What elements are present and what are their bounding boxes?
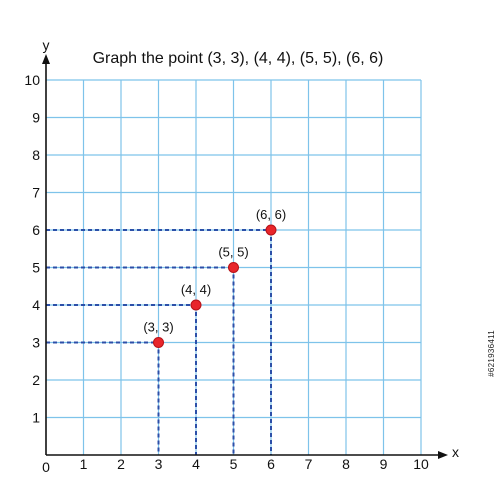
y-axis-label: y: [43, 37, 50, 53]
chart-title: Graph the point (3, 3), (4, 4), (5, 5), …: [93, 50, 384, 67]
data-labels: (3, 3) (4, 4) (5, 5) (6, 6): [143, 207, 286, 335]
x-tick-label: 5: [230, 456, 238, 472]
y-tick-label: 7: [32, 185, 40, 201]
x-axis-arrow: [438, 451, 448, 459]
x-tick-label: 9: [380, 456, 388, 472]
x-tick-label: 1: [80, 456, 88, 472]
tick-labels: 0 1 2 3 4 5 6 7 8 9 10 1 2 3 4 5 6 7 8 9 10: [24, 72, 429, 475]
y-tick-label: 8: [32, 147, 40, 163]
data-point: [153, 337, 164, 348]
y-tick-label: 2: [32, 372, 40, 388]
x-axis-label: x: [452, 444, 459, 460]
data-label: (3, 3): [143, 320, 173, 335]
x-tick-label: 2: [117, 456, 125, 472]
y-tick-label: 1: [32, 410, 40, 426]
y-tick-label: 3: [32, 335, 40, 351]
y-tick-label: 5: [32, 260, 40, 276]
x-tick-label: 3: [155, 456, 163, 472]
x-tick-label: 7: [305, 456, 313, 472]
data-point: [265, 224, 277, 236]
x-tick-label: 10: [413, 456, 429, 472]
y-axis-arrow: [42, 54, 50, 64]
x-tick-label: 6: [267, 456, 275, 472]
x-tick-label: 8: [342, 456, 350, 472]
y-tick-label: 6: [32, 222, 40, 238]
data-label: (4, 4): [181, 282, 211, 297]
data-label: (6, 6): [256, 207, 286, 222]
origin-label: 0: [42, 459, 50, 475]
y-tick-label: 4: [32, 297, 40, 313]
axes: xy: [42, 37, 459, 460]
guide-lines: [46, 229, 272, 455]
data-points: [153, 224, 277, 348]
data-label: (5, 5): [218, 245, 248, 260]
x-tick-label: 4: [192, 456, 200, 472]
data-point: [190, 299, 202, 311]
stock-id-watermark: #621936411: [487, 330, 496, 377]
data-point: [228, 262, 239, 273]
y-tick-label: 10: [24, 72, 40, 88]
y-tick-label: 9: [32, 110, 40, 126]
